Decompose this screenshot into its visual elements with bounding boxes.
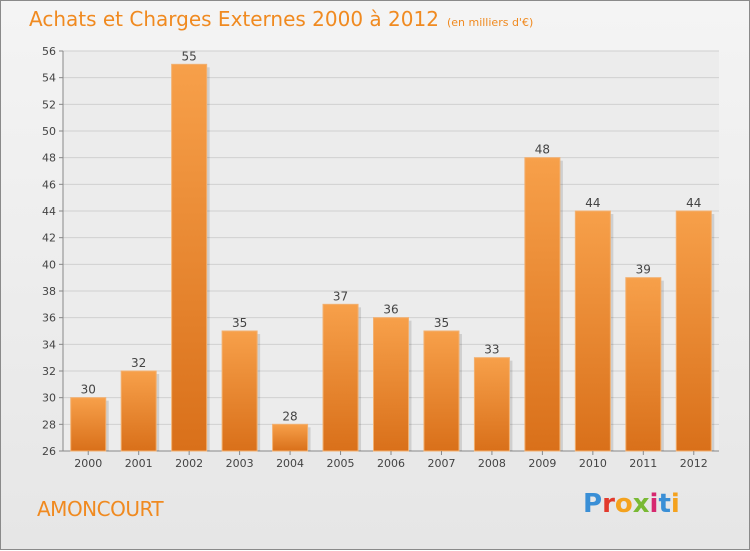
bar (373, 317, 409, 452)
x-tick-label: 2003 (226, 457, 254, 470)
x-tick-label: 2001 (125, 457, 153, 470)
bar (473, 357, 510, 452)
chart-title-text: Achats et Charges Externes 2000 à 2012 (29, 7, 439, 31)
bar (221, 330, 258, 452)
chart-unit: (en milliers d'€) (446, 16, 534, 29)
logo-letter: o (614, 489, 633, 519)
chart-title: Achats et Charges Externes 2000 à 2012 (e… (29, 7, 533, 31)
bar (322, 303, 359, 452)
bar-value-label: 37 (333, 289, 348, 303)
logo-letter: P (583, 489, 603, 519)
y-tick-label: 38 (42, 285, 56, 298)
bar-value-label: 35 (434, 316, 449, 330)
place-name: AMONCOURT (37, 497, 164, 521)
bar (675, 210, 712, 452)
y-tick-label: 56 (42, 45, 56, 58)
x-tick-label: 2008 (478, 457, 506, 470)
x-tick-label: 2009 (528, 457, 556, 470)
bar-value-label: 35 (232, 316, 247, 330)
bar (70, 397, 107, 452)
x-tick-label: 2002 (175, 457, 203, 470)
bar-value-label: 30 (81, 383, 96, 397)
y-tick-label: 54 (42, 72, 56, 85)
bar-value-label: 39 (636, 263, 651, 277)
bar (120, 370, 157, 452)
y-tick-label: 42 (42, 232, 56, 245)
logo-letter: i (670, 489, 680, 519)
bar-value-label: 44 (686, 196, 701, 210)
bar (171, 63, 208, 452)
bar (625, 277, 662, 452)
y-tick-label: 28 (42, 418, 56, 431)
bar (574, 210, 611, 452)
bar-value-label: 48 (535, 143, 550, 157)
y-tick-label: 30 (42, 392, 56, 405)
y-tick-label: 36 (42, 312, 56, 325)
y-tick-label: 34 (42, 338, 56, 351)
proxiti-logo: Proxiti (583, 489, 680, 519)
y-tick-label: 26 (42, 445, 56, 458)
y-tick-label: 48 (42, 152, 56, 165)
x-tick-label: 2010 (579, 457, 607, 470)
logo-letter: i (649, 489, 659, 519)
bar (423, 330, 460, 452)
bar-value-label: 36 (383, 303, 398, 317)
x-tick-label: 2005 (327, 457, 355, 470)
logo-letter: r (602, 489, 615, 519)
x-tick-label: 2011 (629, 457, 657, 470)
bar-value-label: 44 (585, 196, 600, 210)
logo-letter: x (632, 489, 650, 519)
x-tick-label: 2000 (74, 457, 102, 470)
bar-value-label: 28 (282, 409, 297, 423)
bar (272, 423, 309, 452)
y-tick-label: 44 (42, 205, 56, 218)
x-tick-label: 2004 (276, 457, 304, 470)
y-tick-label: 32 (42, 365, 56, 378)
y-tick-label: 40 (42, 258, 56, 271)
y-tick-label: 50 (42, 125, 56, 138)
bar-value-label: 32 (131, 356, 146, 370)
y-tick-label: 46 (42, 178, 56, 191)
x-tick-label: 2006 (377, 457, 405, 470)
logo-letter: t (658, 489, 671, 519)
bar (524, 157, 561, 452)
x-tick-label: 2007 (427, 457, 455, 470)
bar-value-label: 33 (484, 343, 499, 357)
bar-value-label: 55 (182, 49, 197, 63)
y-tick-label: 52 (42, 98, 56, 111)
x-tick-label: 2012 (680, 457, 708, 470)
